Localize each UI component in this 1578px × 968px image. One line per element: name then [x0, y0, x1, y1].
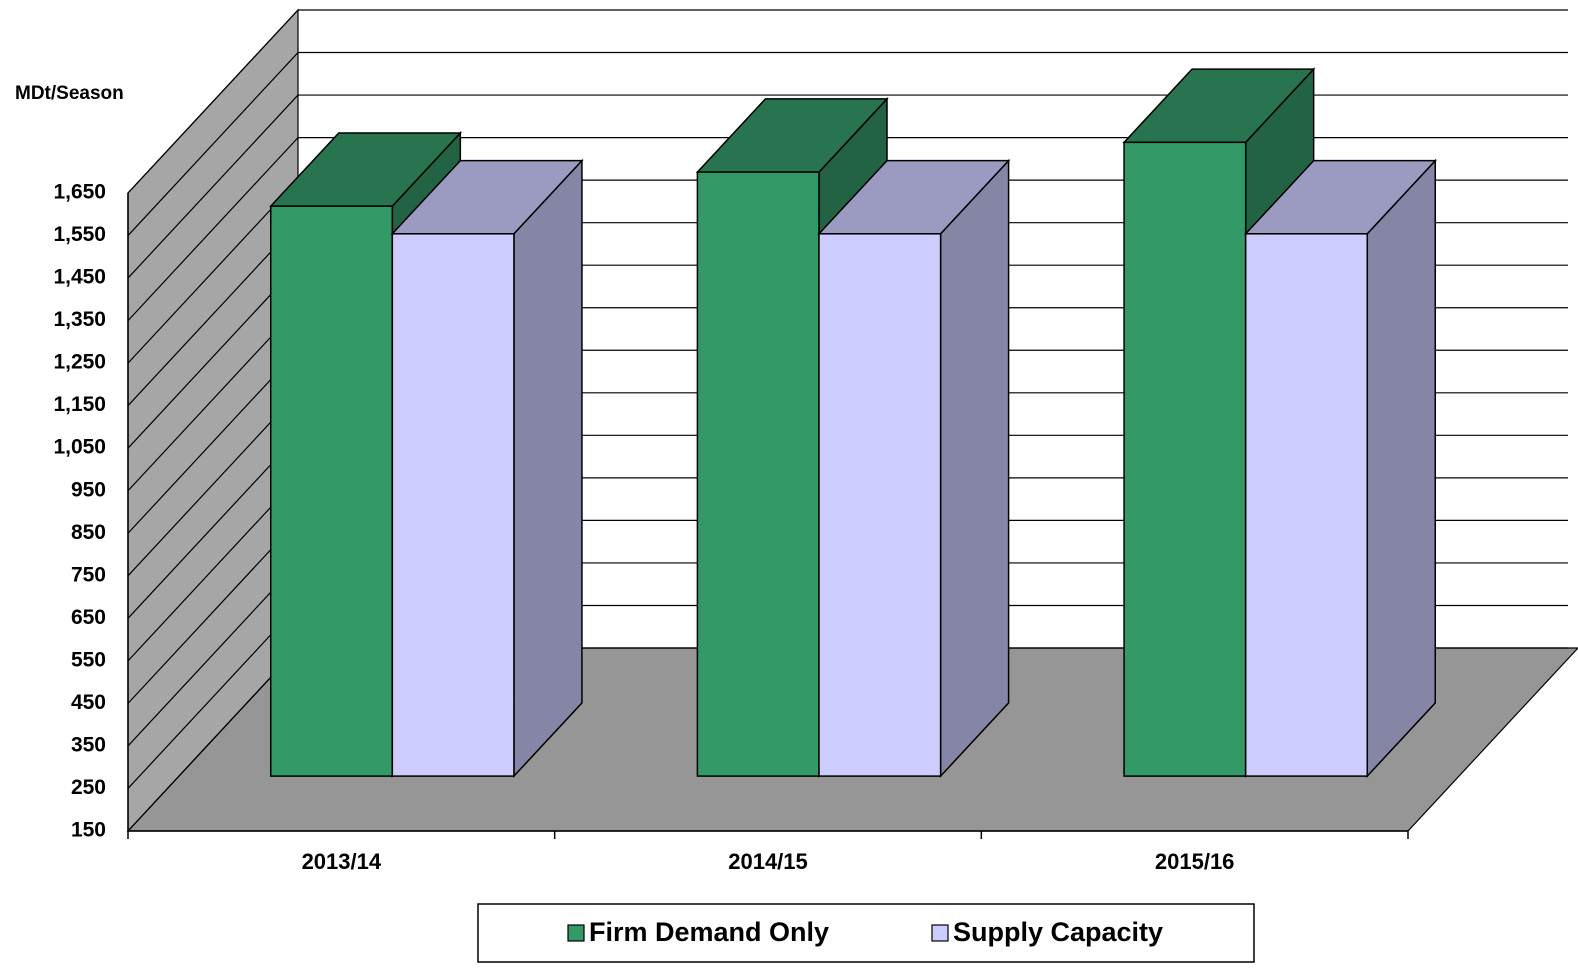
x-tick-label: 2014/15 — [728, 849, 808, 874]
legend-swatch — [567, 924, 585, 942]
y-tick-label: 1,350 — [53, 308, 106, 331]
y-tick-label: 1,150 — [53, 393, 106, 416]
legend-label: Supply Capacity — [953, 917, 1163, 947]
grid-line — [127, 179, 299, 364]
bar — [1244, 233, 1369, 777]
grid-line — [127, 349, 299, 534]
y-tick-label: 1,550 — [53, 223, 106, 246]
grid-line — [127, 264, 299, 449]
grid-line — [127, 307, 299, 492]
grid-line — [127, 9, 299, 194]
y-tick-label: 1,250 — [53, 351, 106, 374]
bar-side — [1366, 158, 1437, 779]
bar-side — [513, 158, 583, 779]
y-tick-label: 550 — [71, 648, 106, 671]
grid-line — [127, 519, 299, 704]
y-tick-label: 750 — [71, 563, 106, 586]
grid-line — [127, 222, 299, 407]
bar — [391, 233, 515, 777]
legend-box — [477, 903, 1255, 963]
y-tick-label: 350 — [71, 733, 106, 756]
bar — [269, 205, 394, 777]
y-tick-label: 950 — [71, 478, 106, 501]
y-tick-label: 1,450 — [53, 266, 106, 289]
grid-line — [127, 434, 299, 619]
bar — [696, 171, 820, 777]
grid-line — [127, 477, 299, 662]
grid-line — [127, 605, 299, 789]
y-tick-label: 1,050 — [53, 436, 106, 459]
legend-label: Firm Demand Only — [589, 917, 829, 947]
y-tick-label: 150 — [71, 819, 106, 842]
grid-line — [127, 137, 299, 322]
y-tick-label: 250 — [71, 776, 106, 799]
bar — [1123, 141, 1247, 777]
y-tick-label: 650 — [71, 606, 106, 629]
grid-line — [127, 392, 299, 577]
y-tick-label: 1,650 — [53, 181, 106, 204]
x-tick-label: 2015/16 — [1155, 849, 1235, 874]
y-tick-label: 850 — [71, 521, 106, 544]
x-tick-label: 2013/14 — [302, 849, 382, 874]
y-tick-label: 450 — [71, 691, 106, 714]
grid-line — [127, 562, 299, 747]
grid-line — [127, 647, 299, 832]
grid-line — [127, 52, 299, 236]
legend-swatch — [931, 924, 949, 942]
y-axis-label: MDt/Season — [15, 83, 124, 104]
bar-side — [939, 158, 1010, 779]
bar — [818, 233, 942, 777]
grid-line — [127, 94, 299, 279]
